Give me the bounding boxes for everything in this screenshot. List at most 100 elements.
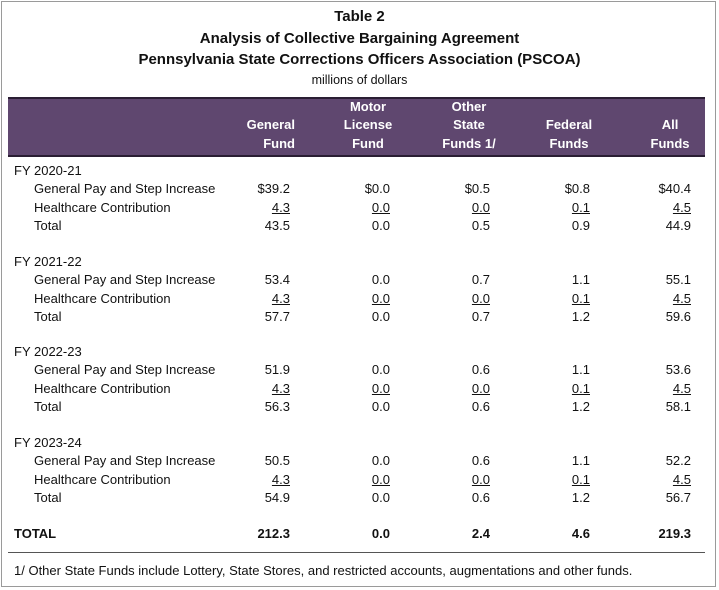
fiscal-year-heading: FY 2021-22 [0, 253, 719, 271]
table-cell: 4.3 [220, 290, 290, 308]
table-cell: 1.1 [520, 271, 590, 289]
table-cell: 4.5 [621, 380, 691, 398]
table-cell: 59.6 [621, 308, 691, 326]
table-cell: 0.0 [320, 271, 390, 289]
cell-value: 0.0 [371, 453, 390, 469]
cell-value: 0.1 [571, 199, 590, 215]
table-cell: 0.0 [320, 380, 390, 398]
cell-value: 0.0 [371, 308, 390, 324]
col-header-motor-license-fund: Motor License Fund [343, 98, 393, 151]
table-cell: 4.3 [220, 199, 290, 217]
table-cell: 0.1 [520, 380, 590, 398]
table-row-label: Healthcare Contribution [34, 290, 171, 306]
header-bottom-rule [8, 155, 705, 157]
table-row: General Pay and Step Increase 50.5 0.0 0.6 1… [0, 452, 719, 470]
cell-value: 4.3 [271, 199, 290, 215]
table-cell: 0.0 [420, 471, 490, 489]
cell-value: 0.7 [471, 272, 490, 288]
cell-value: 4.5 [672, 380, 691, 396]
table-cell: 0.7 [420, 308, 490, 326]
cell-value: 4.3 [271, 471, 290, 487]
cell-value: 0.0 [371, 199, 390, 215]
cell-value: $40.4 [658, 181, 691, 197]
table-cell: 0.0 [320, 199, 390, 217]
cell-value: 57.7 [264, 308, 290, 324]
table-row-label: Total [34, 308, 62, 324]
table-row: Total 56.3 0.0 0.6 1.2 58.1 [0, 398, 719, 416]
cell-value: 4.6 [571, 526, 590, 541]
table-cell: 0.7 [420, 271, 490, 289]
cell-value: 51.9 [264, 362, 290, 378]
cell-value: 0.6 [471, 362, 490, 378]
cell-value: 56.7 [665, 489, 691, 505]
table-cell: 0.1 [520, 290, 590, 308]
cell-value: 1.1 [571, 453, 590, 469]
cell-value: 1.1 [571, 272, 590, 288]
table-cell: 52.2 [621, 452, 691, 470]
table-cell: $0.0 [320, 180, 390, 198]
table-title: Analysis of Collective Bargaining Agreem… [199, 30, 520, 47]
cell-value: 0.9 [571, 217, 590, 233]
units-label: millions of dollars [311, 73, 408, 87]
table-cell: 54.9 [220, 489, 290, 507]
table-cell: $0.8 [520, 180, 590, 198]
cell-value: 53.6 [665, 362, 691, 378]
fiscal-year-heading-label: FY 2021-22 [14, 254, 82, 269]
cell-value: $0.0 [364, 181, 390, 197]
header-top-rule [8, 97, 705, 99]
table-row-label: General Pay and Step Increase [34, 272, 216, 288]
table-cell: 53.6 [621, 361, 691, 379]
cell-value: 212.3 [257, 526, 290, 541]
table-cell: 53.4 [220, 271, 290, 289]
fiscal-year-heading-label: FY 2023-24 [14, 435, 82, 450]
table-cell: 0.0 [320, 471, 390, 489]
cell-value: 1.2 [571, 489, 590, 505]
cell-value: 0.1 [571, 290, 590, 306]
table-cell: 0.0 [320, 525, 390, 543]
cell-value: 1.2 [571, 308, 590, 324]
footnote: 1/ Other State Funds include Lottery, St… [14, 563, 633, 578]
cell-value: 0.5 [471, 217, 490, 233]
cell-value: 0.7 [471, 308, 490, 324]
cell-value: $0.8 [564, 181, 590, 197]
cell-value: 1.2 [571, 398, 590, 414]
cell-value: 4.5 [672, 199, 691, 215]
cell-value: 59.6 [665, 308, 691, 324]
cell-value: 0.0 [371, 398, 390, 414]
table-cell: 56.7 [621, 489, 691, 507]
table-cell: $40.4 [621, 180, 691, 198]
grand-total-row-label: TOTAL [14, 526, 57, 541]
cell-value: 0.1 [571, 471, 590, 487]
table-cell: 0.0 [320, 308, 390, 326]
cell-value: 0.6 [471, 453, 490, 469]
table-number: Table 2 [334, 8, 385, 25]
table-cell: 0.0 [320, 290, 390, 308]
table-cell: 4.6 [520, 525, 590, 543]
table-row: Total 57.7 0.0 0.7 1.2 59.6 [0, 308, 719, 326]
cell-value: 54.9 [264, 489, 290, 505]
fiscal-year-heading: FY 2022-23 [0, 343, 719, 361]
cell-value: 0.0 [371, 362, 390, 378]
cell-value: 58.1 [665, 398, 691, 414]
cell-value: 4.5 [672, 290, 691, 306]
cell-value: $39.2 [257, 181, 290, 197]
cell-value: 0.1 [571, 380, 590, 396]
table-cell: 0.0 [320, 361, 390, 379]
table-row: General Pay and Step Increase $39.2 $0.0 $0… [0, 180, 719, 198]
fiscal-year-heading: FY 2020-21 [0, 162, 719, 180]
table-row-label: General Pay and Step Increase [34, 181, 216, 197]
cell-value: 4.3 [271, 380, 290, 396]
table-cell: 43.5 [220, 217, 290, 235]
cell-value: 0.0 [371, 217, 390, 233]
cell-value: 0.0 [371, 526, 390, 541]
table-row: Healthcare Contribution 4.3 0.0 0.0 0.1 4.5 [0, 290, 719, 308]
table-cell: 55.1 [621, 271, 691, 289]
cell-value: 0.0 [371, 471, 390, 487]
table-cell: 212.3 [220, 525, 290, 543]
cell-value: 52.2 [665, 453, 691, 469]
table-cell: 0.0 [420, 290, 490, 308]
cell-value: 0.6 [471, 489, 490, 505]
table-cell: 0.0 [420, 380, 490, 398]
table-row-label: Total [34, 398, 62, 414]
table-cell: 4.5 [621, 471, 691, 489]
